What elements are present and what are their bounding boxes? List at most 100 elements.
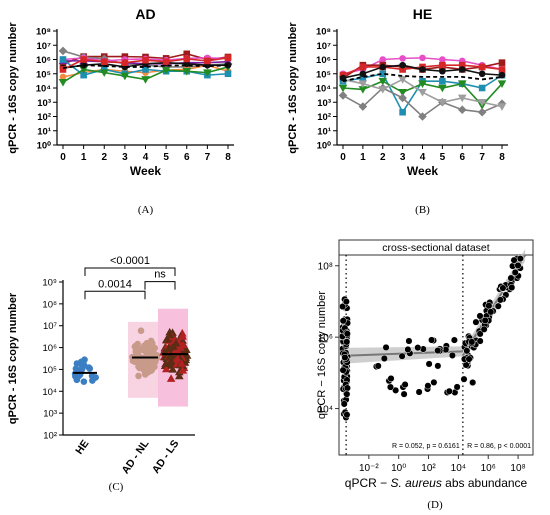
x-tick-label: 6 (184, 152, 190, 163)
data-point (178, 332, 187, 340)
x-tick-label: 1 (360, 152, 366, 163)
y-tick-label: 10¹ (37, 126, 51, 137)
data-point (465, 355, 473, 363)
data-point (438, 84, 447, 93)
y-tick-label: 10⁴ (42, 387, 57, 398)
y-tick-label: 10³ (317, 98, 331, 109)
data-point (442, 346, 450, 354)
data-point (458, 61, 466, 69)
data-point (59, 66, 67, 73)
x-tick-label: 3 (400, 152, 406, 163)
x-tick-label: 4 (420, 152, 426, 163)
data-point (100, 58, 108, 66)
x-tick-label: 4 (143, 152, 149, 163)
data-point (58, 46, 68, 56)
data-point (80, 61, 87, 69)
y-tick-label: 10⁵ (316, 69, 331, 80)
y-tick-label: 10⁸ (318, 262, 333, 273)
title-strip (338, 239, 534, 256)
data-point (516, 255, 524, 263)
y-tick-label: 10⁴ (36, 84, 52, 95)
y-tick-label: 10⁶ (318, 333, 333, 344)
data-point (162, 58, 170, 66)
data-point (398, 352, 406, 360)
data-point (358, 102, 368, 111)
data-point (58, 79, 68, 87)
data-point (496, 296, 504, 304)
data-point (476, 312, 484, 320)
data-point (508, 283, 516, 292)
data-point (161, 359, 170, 367)
data-point (498, 71, 506, 79)
significance-bracket (84, 267, 176, 276)
data-point (73, 376, 81, 384)
data-point (79, 66, 88, 74)
data-point (457, 105, 467, 115)
data-point (434, 347, 442, 355)
data-point (439, 61, 446, 69)
data-point (136, 346, 143, 354)
data-point (463, 347, 471, 355)
data-point (419, 54, 426, 62)
y-axis-label: qPCR − 16S copy number (316, 291, 328, 419)
y-tick-label: 10² (43, 431, 57, 442)
data-point (476, 330, 484, 338)
data-point (142, 56, 149, 64)
y-tick-label: 10⁴ (316, 84, 332, 95)
data-point (418, 88, 427, 97)
data-point (399, 55, 406, 62)
data-point (161, 364, 171, 373)
data-point (392, 386, 400, 394)
x-tick-label: 10⁰ (391, 463, 406, 474)
data-point (80, 361, 88, 369)
y-tick-label: 10⁵ (36, 69, 51, 80)
data-point (342, 298, 350, 306)
data-point (399, 108, 406, 116)
x-tick-label: HE (73, 438, 91, 457)
data-point (171, 338, 181, 347)
data-point (387, 374, 395, 383)
data-point (457, 94, 467, 103)
data-point (121, 59, 129, 66)
data-point (168, 365, 178, 373)
data-point (498, 59, 506, 66)
data-point (338, 84, 348, 93)
data-point (359, 74, 367, 82)
data-point (399, 66, 406, 73)
data-point (166, 356, 176, 365)
data-point (81, 356, 88, 364)
data-point (358, 80, 368, 89)
data-point (499, 284, 507, 292)
y-tick-label: 10⁷ (43, 321, 58, 332)
y-axis-label: qPCR - 16S copy number (7, 292, 19, 424)
data-point (176, 343, 185, 351)
data-point (378, 86, 388, 94)
data-point (183, 50, 191, 58)
data-point (343, 411, 351, 419)
data-point (143, 343, 150, 351)
panel-a: 10⁰ 10¹ 10² 10³ 10⁴ 10⁵ 10⁶ 10⁷ 10⁸ 0 1 2 3 4 5 6 7 8 AD We… (7, 6, 234, 216)
data-point (398, 88, 407, 97)
data-point (85, 364, 93, 371)
chart-title: cross-sectional dataset (382, 242, 489, 254)
data-point (380, 354, 388, 363)
data-point (510, 256, 518, 264)
y-tick-label: 10³ (43, 409, 57, 420)
x-axis-label-post: abs abundance (442, 476, 528, 490)
y-tick-label: 10⁶ (36, 55, 51, 66)
data-point (72, 365, 80, 372)
data-point (378, 77, 388, 86)
data-point (453, 383, 461, 391)
x-tick-label: 2 (380, 152, 386, 163)
x-axis-label: Week (407, 164, 438, 178)
x-tick-label: 5 (440, 152, 446, 163)
data-point (339, 317, 347, 325)
data-point (59, 73, 67, 81)
data-point (224, 54, 232, 62)
data-point (343, 390, 351, 398)
y-tick-label: 10² (317, 112, 331, 123)
data-point (428, 336, 436, 344)
data-point (434, 362, 442, 370)
x-axis-label-species: S. aureus (390, 476, 441, 490)
